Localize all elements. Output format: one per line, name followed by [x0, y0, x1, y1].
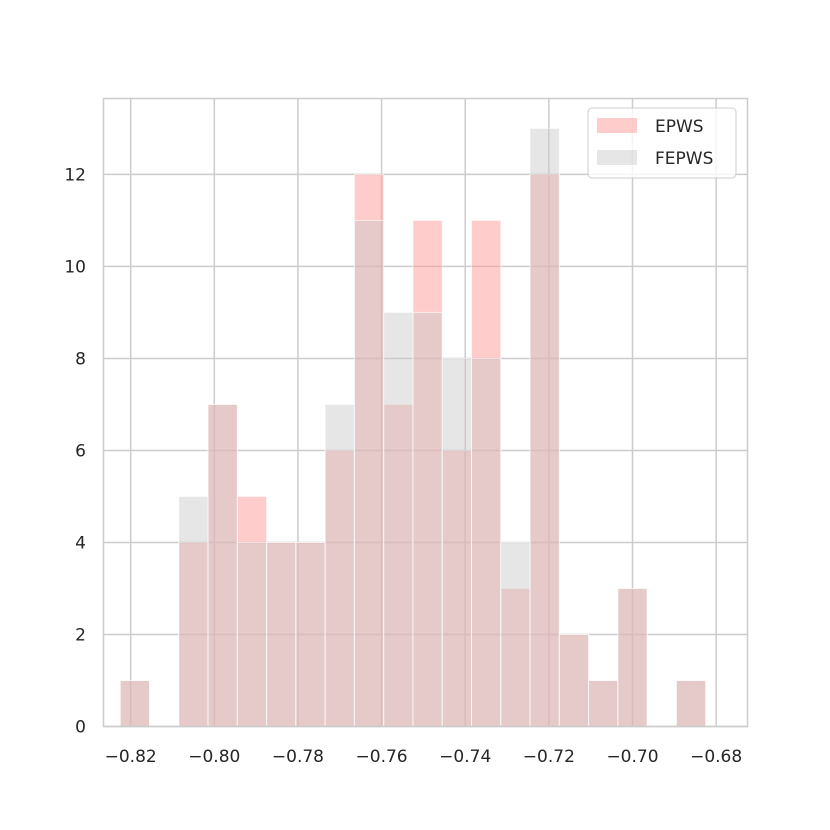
series-fepws-bars [119, 127, 707, 728]
bar-fepws [500, 541, 531, 727]
y-tick-label: 6 [75, 441, 86, 461]
x-tick-label: −0.82 [105, 747, 157, 767]
legend-swatch-epws [597, 118, 637, 133]
series-epws-bars [119, 173, 707, 728]
bar-fepws [236, 541, 268, 727]
y-tick-label: 0 [75, 718, 86, 738]
x-tick-label: −0.70 [606, 747, 658, 767]
bar-fepws [588, 679, 619, 727]
bar-epws [617, 587, 648, 727]
x-tick-label: −0.80 [188, 747, 240, 767]
bar-fepws [383, 311, 414, 727]
y-tick-label: 2 [75, 625, 86, 645]
x-axis-tick-labels: −0.82 −0.80 −0.78 −0.76 −0.74 −0.72 −0.70 −0.68 [105, 747, 743, 767]
bar-epws [295, 541, 326, 727]
plot-frame [102, 97, 749, 728]
y-tick-label: 4 [75, 533, 86, 553]
bar-fepws [353, 219, 385, 728]
bar-fepws [207, 403, 238, 727]
y-tick-label: 12 [64, 165, 86, 185]
bar-epws [500, 587, 531, 727]
x-tick-label: −0.76 [356, 747, 408, 767]
legend-label-fepws: FEPWS [655, 149, 713, 169]
bar-epws [529, 173, 560, 727]
bar-epws [588, 679, 619, 727]
bar-epws [353, 173, 385, 727]
bar-fepws [441, 357, 472, 727]
y-axis-tick-labels: 0 2 4 6 8 10 12 [64, 165, 86, 737]
bar-fepws [119, 679, 150, 727]
bar-epws [178, 541, 209, 727]
bar-epws [236, 495, 268, 728]
bar-fepws [324, 403, 355, 727]
bar-fepws [412, 311, 443, 727]
legend: EPWS FEPWS [587, 107, 737, 179]
bar-fepws [266, 541, 297, 727]
x-tick-label: −0.74 [439, 747, 491, 767]
histogram-bars [119, 127, 707, 728]
bar-epws [558, 633, 590, 727]
bar-fepws [471, 357, 502, 727]
bar-fepws [675, 679, 707, 727]
y-tick-label: 10 [64, 257, 86, 277]
bar-fepws [529, 127, 560, 727]
bar-fepws [295, 541, 326, 727]
x-tick-label: −0.78 [272, 747, 324, 767]
legend-swatch-fepws [597, 150, 637, 165]
x-tick-label: −0.72 [523, 747, 575, 767]
x-tick-label: −0.68 [690, 747, 742, 767]
legend-label-epws: EPWS [655, 117, 704, 137]
bar-fepws [617, 587, 648, 727]
bar-fepws [558, 633, 590, 727]
y-tick-label: 8 [75, 349, 86, 369]
bar-fepws [178, 495, 209, 728]
